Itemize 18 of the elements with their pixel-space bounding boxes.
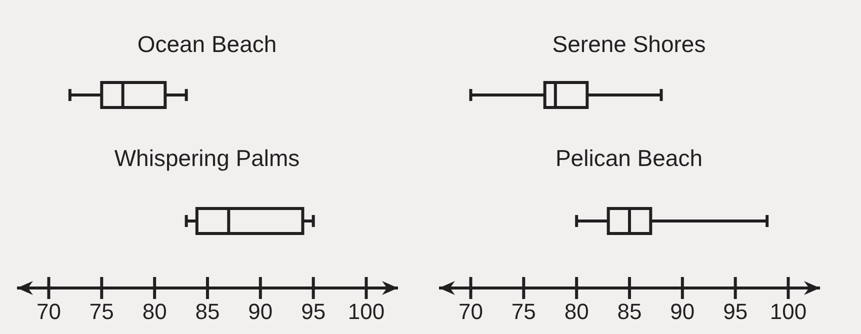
y-tick-label: Whispering Palms: [114, 145, 300, 172]
y-tick-label: Serene Shores: [552, 31, 706, 58]
x-tick-label: 90: [248, 298, 273, 324]
x-tick-label: 100: [770, 298, 807, 324]
x-tick-label: 95: [301, 298, 326, 324]
x-tick-label: 80: [142, 298, 167, 324]
x-tick-label: 95: [723, 298, 748, 324]
x-tick-label: 100: [348, 298, 385, 324]
x-tick-label: 70: [458, 298, 483, 324]
x-tick-label: 90: [670, 298, 695, 324]
x-tick-label: 80: [564, 298, 589, 324]
x-tick-label: 75: [89, 298, 114, 324]
x-tick-label: 70: [36, 298, 61, 324]
x-tick-label: 85: [195, 298, 220, 324]
x-tick-label: 85: [617, 298, 642, 324]
y-tick-label: Ocean Beach: [137, 31, 277, 58]
y-tick-label: Pelican Beach: [555, 145, 703, 172]
x-tick-label: 75: [511, 298, 536, 324]
